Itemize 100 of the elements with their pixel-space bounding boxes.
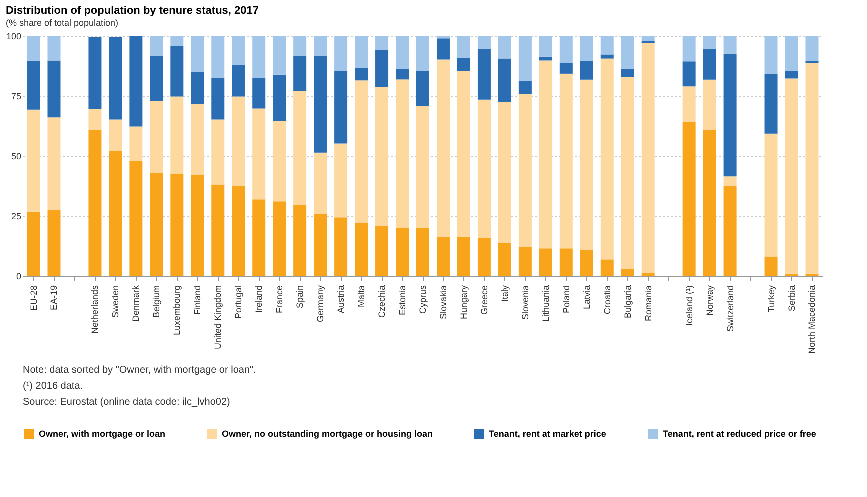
bar (191, 104, 204, 175)
bar (109, 37, 122, 120)
x-tick-label: Netherlands (90, 285, 100, 334)
bar (273, 202, 286, 276)
bar (724, 176, 737, 186)
bar (191, 36, 204, 72)
bar (560, 74, 573, 249)
bar (376, 50, 389, 88)
x-tick-label: Lithuania (540, 286, 551, 322)
x-tick-label: Portugal (234, 286, 244, 320)
bar (703, 36, 716, 50)
bar (539, 248, 552, 276)
bar (703, 130, 716, 276)
x-tick-label: Switzerland (725, 286, 736, 332)
bar (478, 100, 491, 238)
x-tick-label: Ireland (254, 286, 264, 314)
x-tick-label: Spain (295, 286, 306, 309)
bar (682, 36, 696, 62)
bar (334, 72, 348, 144)
x-tick-label: Denmark (131, 285, 142, 322)
bar (806, 36, 819, 62)
bar (170, 46, 184, 97)
x-tick-label: Sweden (110, 286, 121, 318)
bar (642, 273, 655, 276)
y-tick-label: 0 (16, 272, 22, 282)
bar (294, 205, 307, 276)
source-note: Source: Eurostat (online data code: ilc_lvho02) (23, 397, 230, 408)
bar (416, 228, 430, 276)
bar (560, 248, 573, 276)
bar (355, 222, 368, 276)
bar (355, 80, 368, 223)
bar (355, 36, 368, 68)
bar (170, 36, 184, 46)
bar (314, 152, 328, 214)
bar (498, 102, 512, 244)
bar (785, 71, 798, 79)
bar (416, 106, 430, 228)
bar (252, 108, 266, 200)
x-tick-label: Hungary (458, 285, 469, 320)
bar (478, 238, 491, 276)
bar (252, 36, 266, 78)
bar (498, 243, 512, 276)
bar (518, 81, 532, 94)
legend-label: Owner, no outstanding mortgage or housing loan (222, 429, 433, 439)
bar (334, 218, 348, 276)
bar (498, 36, 512, 59)
x-tick-label: Austria (336, 286, 346, 314)
bar (785, 78, 798, 274)
bar (27, 60, 40, 110)
bar (600, 54, 614, 59)
bar (621, 77, 634, 270)
bar (436, 237, 450, 276)
x-tick-label: Norway (704, 285, 715, 316)
bar (724, 54, 737, 177)
bar (396, 69, 410, 80)
bar (273, 74, 286, 121)
bar (150, 36, 164, 56)
bar (130, 161, 143, 276)
text: Note: data sorted by "Owner, with mortgage or loan". (23, 365, 256, 376)
x-tick-label: Malta (356, 286, 367, 308)
bar (478, 49, 491, 100)
bar (642, 43, 655, 274)
bar (48, 36, 61, 61)
bar (150, 173, 164, 276)
bar (109, 150, 122, 276)
bar (294, 91, 307, 206)
bar (355, 68, 368, 81)
x-tick-label: Slovenia (520, 286, 530, 320)
bar (396, 80, 410, 228)
bar (806, 63, 819, 274)
x-tick-label: Turkey (766, 285, 776, 313)
legend-label: Owner, with mortgage or loan (39, 429, 166, 439)
bar (764, 74, 778, 134)
x-tick-label: Luxembourg (172, 286, 182, 336)
bar (27, 212, 40, 276)
x-tick-label: Cyprus (418, 285, 428, 314)
bar (580, 36, 594, 62)
bar (273, 36, 286, 75)
bar (252, 200, 266, 276)
bar (600, 58, 614, 260)
bar (416, 36, 430, 72)
bar (334, 36, 348, 72)
bar (580, 80, 594, 250)
bar (27, 110, 40, 212)
x-tick-label: Greece (479, 286, 490, 316)
bar (642, 36, 655, 42)
bar (621, 269, 634, 276)
bar (273, 120, 286, 202)
bar (764, 134, 778, 257)
bar (682, 122, 696, 276)
bar (232, 66, 246, 97)
text: (¹) 2016 data. (23, 381, 84, 392)
bar (785, 36, 798, 72)
x-tick-label: Germany (316, 285, 326, 323)
bar (478, 36, 491, 50)
bar (764, 36, 778, 74)
bar (518, 247, 532, 276)
x-tick-label: Serbia (786, 286, 797, 312)
bar (436, 38, 450, 60)
legend-label: Tenant, rent at reduced price or free (663, 429, 816, 439)
